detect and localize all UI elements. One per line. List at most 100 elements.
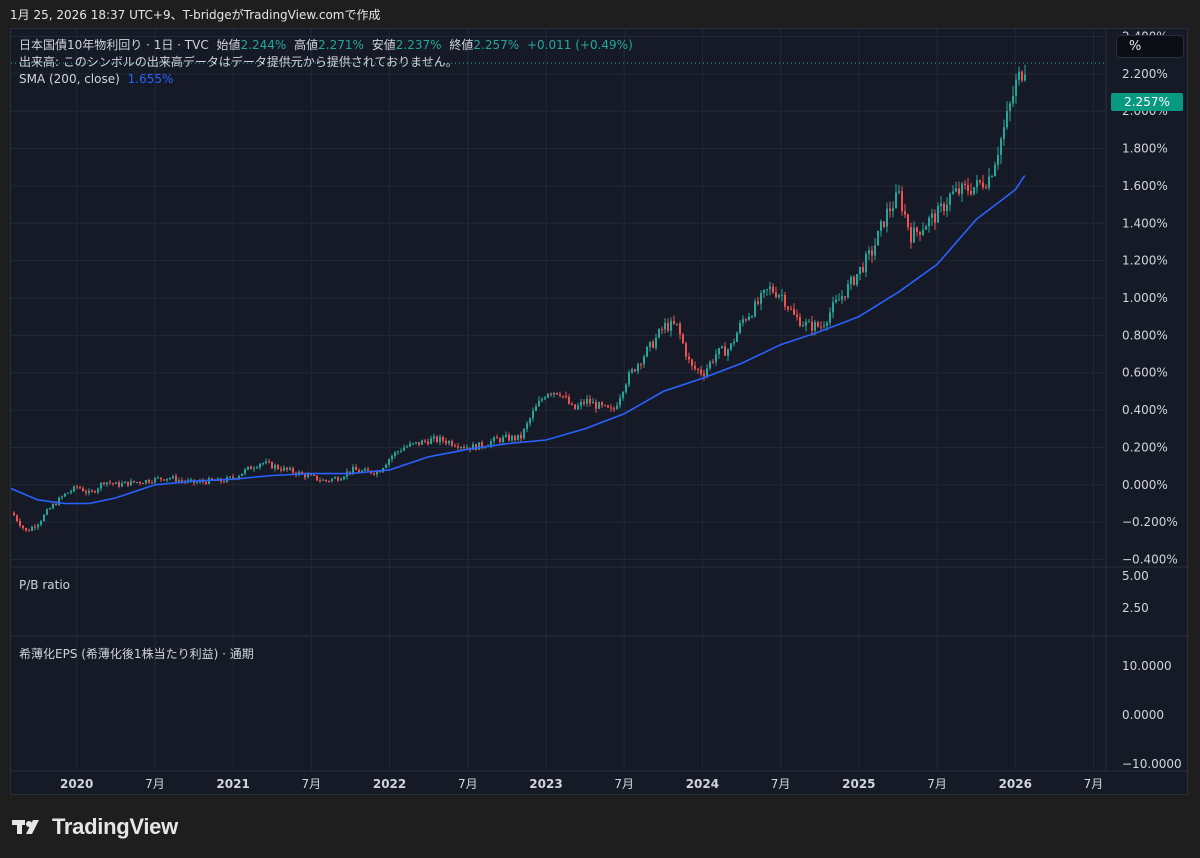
candle-body bbox=[25, 527, 27, 531]
candle-body bbox=[541, 399, 543, 401]
candle-body bbox=[97, 488, 99, 493]
candle-body bbox=[322, 479, 324, 481]
candle-body bbox=[451, 441, 453, 446]
candle-body bbox=[841, 296, 843, 300]
candle-body bbox=[1006, 111, 1008, 128]
candle-body bbox=[271, 462, 273, 469]
candle-body bbox=[670, 320, 672, 331]
candle-body bbox=[814, 322, 816, 331]
candle-body bbox=[388, 459, 390, 465]
candle-body bbox=[721, 346, 723, 349]
candle-body bbox=[613, 408, 615, 410]
candle-body bbox=[256, 467, 258, 469]
y-tick-label: 0.600% bbox=[1122, 366, 1168, 380]
candle-body bbox=[529, 418, 531, 424]
candle-body bbox=[1009, 103, 1011, 112]
candle-body bbox=[532, 410, 534, 419]
candle-body bbox=[304, 473, 306, 478]
candle-body bbox=[439, 436, 441, 442]
candle-body bbox=[112, 483, 114, 485]
candle-body bbox=[244, 469, 246, 474]
candle-body bbox=[331, 478, 333, 482]
candle-body bbox=[727, 349, 729, 356]
candle-body bbox=[856, 274, 858, 285]
current-price-tag: 2.257% bbox=[1111, 93, 1183, 111]
candle-body bbox=[745, 319, 747, 321]
candle-body bbox=[910, 227, 912, 243]
candle-body bbox=[205, 482, 207, 484]
eps-label[interactable]: 希薄化EPS (希薄化後1株当たり利益) · 通期 bbox=[19, 647, 254, 661]
candle-body bbox=[865, 253, 867, 272]
candle-body bbox=[94, 491, 96, 493]
candle-body bbox=[253, 468, 255, 470]
candle-body bbox=[667, 322, 669, 331]
candle-body bbox=[973, 187, 975, 195]
candle-body bbox=[610, 407, 612, 409]
pb-ratio-label[interactable]: P/B ratio bbox=[19, 578, 70, 592]
candle-body bbox=[679, 323, 681, 335]
y-tick-label: 0.400% bbox=[1122, 403, 1168, 417]
candle-body bbox=[406, 446, 408, 448]
candle-body bbox=[583, 401, 585, 404]
x-tick-label: 7月 bbox=[927, 777, 947, 791]
candle-body bbox=[133, 480, 135, 483]
candle-body bbox=[544, 397, 546, 400]
candle-body bbox=[289, 468, 291, 470]
x-tick-label: 2024 bbox=[686, 777, 719, 791]
candle-body bbox=[703, 373, 705, 376]
candle-body bbox=[238, 475, 240, 479]
sma-label: SMA (200, close) bbox=[19, 72, 120, 86]
candle-body bbox=[457, 446, 459, 448]
y-tick-label: 1.400% bbox=[1122, 216, 1168, 230]
candle-body bbox=[577, 405, 579, 410]
candle-body bbox=[493, 437, 495, 442]
candle-body bbox=[70, 491, 72, 493]
candle-body bbox=[838, 299, 840, 301]
candle-body bbox=[145, 479, 147, 484]
candle-body bbox=[79, 487, 81, 489]
candle-body bbox=[586, 398, 588, 404]
candle-body bbox=[136, 481, 138, 483]
candle-body bbox=[922, 229, 924, 235]
tradingview-logo-icon bbox=[12, 820, 39, 834]
candle-body bbox=[394, 452, 396, 456]
candle-body bbox=[553, 392, 555, 395]
candle-body bbox=[454, 445, 456, 447]
candle-body bbox=[82, 488, 84, 492]
candle-body bbox=[424, 440, 426, 442]
candle-body bbox=[655, 337, 657, 348]
candle-body bbox=[142, 483, 144, 485]
y-tick-label: 0.000% bbox=[1122, 478, 1168, 492]
candle-body bbox=[241, 473, 243, 476]
candle-body bbox=[961, 183, 963, 194]
candle-body bbox=[634, 369, 636, 372]
candle-body bbox=[937, 206, 939, 223]
candle-body bbox=[751, 316, 753, 318]
candle-body bbox=[250, 466, 252, 470]
candle-body bbox=[178, 480, 180, 482]
candle-body bbox=[91, 490, 93, 492]
candle-body bbox=[883, 221, 885, 227]
candle-body bbox=[625, 384, 627, 393]
candle-body bbox=[826, 322, 828, 326]
candle-body bbox=[502, 436, 504, 443]
candle-body bbox=[286, 467, 288, 470]
candle-body bbox=[985, 187, 987, 189]
candle-body bbox=[862, 266, 864, 272]
chart-frame[interactable]: 2.400%2.200%2.000%1.800%1.600%1.400%1.20… bbox=[10, 28, 1189, 796]
candle-body bbox=[73, 486, 75, 492]
candle-body bbox=[211, 478, 213, 481]
candle-body bbox=[739, 322, 741, 333]
candle-body bbox=[196, 482, 198, 484]
candle-body bbox=[616, 405, 618, 410]
candle-body bbox=[547, 393, 549, 398]
sma-legend[interactable]: SMA (200, close) 1.655% bbox=[19, 71, 173, 88]
chart-canvas[interactable]: 2.400%2.200%2.000%1.800%1.600%1.400%1.20… bbox=[11, 29, 1189, 796]
candle-body bbox=[343, 476, 345, 480]
candle-body bbox=[340, 479, 342, 481]
candle-body bbox=[163, 479, 165, 481]
sma-value: 1.655% bbox=[127, 72, 174, 86]
percent-scale-button[interactable]: % bbox=[1116, 35, 1184, 58]
candle-body bbox=[67, 492, 69, 494]
candle-body bbox=[976, 180, 978, 188]
